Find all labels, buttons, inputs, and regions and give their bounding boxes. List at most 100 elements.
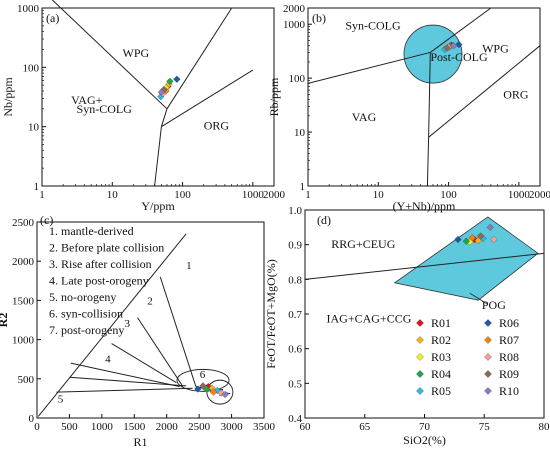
y-tick-label: 0.5 [288, 378, 302, 390]
field-label: IAG+CAG+CCG [327, 312, 412, 326]
field-label: WPG [123, 46, 150, 60]
legend-label-r08: R08 [499, 350, 519, 364]
field-number: 2 [147, 295, 153, 307]
x-tick-label: 1000 [242, 189, 265, 201]
x-tick-label: 10 [107, 189, 119, 201]
point-r09 [477, 232, 485, 240]
field-boundary [154, 126, 162, 187]
field-boundary [307, 51, 431, 84]
legend-label-r09: R09 [499, 367, 519, 381]
point-r06 [454, 235, 462, 244]
y-tick-label: 1 [300, 181, 306, 193]
field-label: Syn-COLG [345, 18, 401, 32]
point-r09 [443, 44, 451, 52]
legend-label-r03: R03 [431, 350, 451, 364]
panel-d: 60 65 70 75 80 0.4 0.5 0.6 0.7 0.8 0.9 1.0 (d)RRG+CE… [264, 205, 550, 447]
x-tick-label: 10 [373, 189, 385, 201]
y-tick-label: 2000 [283, 3, 306, 15]
field-legend-item: 4. Late post-orogeny [49, 274, 149, 288]
field-boundary [70, 362, 180, 388]
x-tick-label: 2500 [188, 421, 211, 433]
x-tick-label: 1000 [91, 421, 114, 433]
point-r07 [468, 234, 476, 242]
legend-marker-r02 [416, 336, 424, 344]
legend-marker-r03 [416, 353, 424, 361]
x-tick-label: 2000 [263, 189, 286, 201]
legend-label-r10: R10 [499, 384, 519, 398]
field-label: VAG+ [71, 93, 102, 107]
point-r05 [213, 386, 221, 395]
y-tick-label: 0.9 [288, 240, 302, 252]
field-number: 5 [58, 393, 64, 405]
field-boundary [51, 0, 168, 110]
point-r10 [157, 88, 166, 96]
field-boundary [428, 52, 431, 138]
field-boundary [37, 233, 187, 417]
y-tick-label: 1500 [12, 295, 35, 307]
x-axis-label: (Y+Nb)/ppm [393, 199, 456, 213]
field-number: 4 [105, 353, 111, 365]
x-axis-label: R1 [133, 435, 147, 449]
field-label: VAG [352, 110, 377, 124]
x-tick-label: 100 [440, 189, 457, 201]
x-tick-label: 1000 [508, 189, 531, 201]
x-tick-label: 60 [300, 421, 312, 433]
y-tick-label: 2500 [12, 217, 35, 229]
legend-label-r05: R05 [431, 384, 451, 398]
plot-frame [41, 7, 275, 187]
field-boundary [159, 276, 197, 387]
point-r04 [166, 77, 174, 85]
field-label: Post-COLG [430, 50, 488, 64]
field-boundary [166, 7, 233, 110]
field-boundary [111, 343, 177, 384]
x-tick-label: 2000 [156, 421, 179, 433]
field-legend-item: 3. Rise after collision [49, 257, 152, 271]
x-tick-label: 2000 [529, 189, 550, 201]
field-boundary [160, 108, 168, 127]
x-tick-label: 1 [39, 189, 45, 201]
x-tick-label: 0 [34, 421, 40, 433]
y-tick-label: 0.7 [288, 309, 302, 321]
field-label: Syn-COLG [77, 102, 133, 116]
x-tick-label: 3000 [221, 421, 244, 433]
point-r10 [486, 223, 494, 231]
y-tick-label: 0.4 [288, 413, 302, 425]
y-axis-label: R2 [0, 313, 10, 328]
field-label: ORG [204, 118, 230, 132]
field-label: ORG [503, 87, 529, 101]
panel-label: (b) [312, 11, 326, 25]
legend-marker-r09 [484, 370, 492, 378]
field-label: POG [482, 298, 506, 312]
panel-label: (d) [317, 213, 331, 227]
field-boundary [56, 387, 193, 393]
legend-marker-r04 [416, 370, 424, 378]
y-tick-label: 1.0 [288, 205, 302, 217]
y-tick-label: 1000 [17, 3, 40, 15]
field-boundary [430, 7, 492, 53]
point-r04 [462, 237, 470, 245]
legend-marker-r07 [484, 336, 492, 344]
panel-a: 1 10 100 1000 20001101001000(a)WPGVAG+Syn-CO… [1, 0, 286, 213]
field-legend-item: 7. post-orogeny [49, 323, 124, 337]
panel-b: 1 10 100 1000 200011010010002000(b)Syn-COLGP… [267, 3, 550, 213]
legend-label-r04: R04 [431, 367, 451, 381]
y-tick-label: 100 [289, 73, 306, 85]
field-number: 1 [186, 260, 192, 272]
legend-marker-r05 [416, 387, 424, 395]
point-r07 [209, 388, 218, 396]
field-boundary [304, 252, 545, 280]
field-legend-item: 5. no-orogeny [49, 290, 116, 304]
y-axis-label: Nb/ppm [1, 77, 15, 117]
y-tick-label: 2000 [12, 256, 35, 268]
field-6-loop [176, 368, 230, 392]
legend-label-r02: R02 [431, 333, 451, 347]
field-label: WPG [482, 41, 509, 55]
y-tick-label: 0 [29, 413, 35, 425]
x-tick-label: 1 [305, 189, 311, 201]
field-boundary [428, 45, 541, 138]
field-number: 6 [200, 369, 206, 381]
x-axis-label: SiO2(%) [403, 433, 446, 447]
series-legend: R01 R02 R03 R04 R05 R06 R07 R08 R09 R10 [416, 316, 519, 398]
x-tick-label: 1500 [123, 421, 146, 433]
